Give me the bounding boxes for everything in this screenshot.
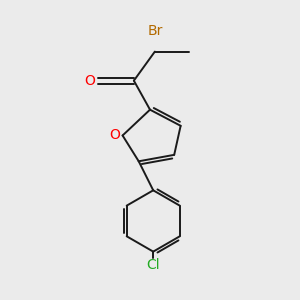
Text: O: O: [109, 128, 120, 142]
Text: Cl: Cl: [146, 258, 160, 272]
Text: Br: Br: [147, 24, 163, 38]
Text: O: O: [85, 74, 95, 88]
